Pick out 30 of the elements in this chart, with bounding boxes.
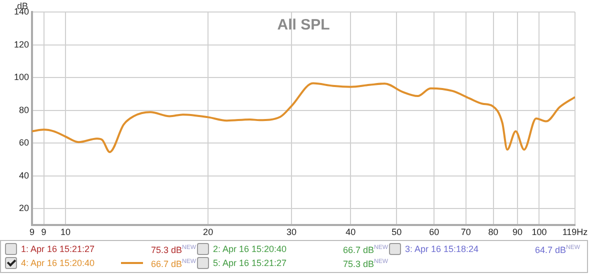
text: 75.3 dB$^{NEW}$ bbox=[343, 258, 388, 271]
text: 66.7 dB$^{NEW}$ bbox=[151, 258, 196, 271]
x-tick-label: 20 bbox=[203, 226, 214, 237]
x-tick-label: 70 bbox=[460, 226, 471, 237]
y-tick-label: 60 bbox=[18, 138, 29, 148]
text: 4: Apr 16 15:20:40 bbox=[21, 257, 96, 270]
text: 64.7 dB$^{NEW}$ bbox=[535, 244, 580, 257]
x-tick-label: 10 bbox=[60, 226, 70, 237]
text: 75.3 dB$^{NEW}$ bbox=[151, 244, 196, 257]
text: 5: Apr 16 15:21:27 bbox=[213, 257, 288, 270]
y-tick-label: 40 bbox=[18, 170, 29, 180]
y-tick-label: 120 bbox=[14, 39, 29, 50]
x-tick-label: 30 bbox=[286, 226, 296, 237]
y-tick-label: 20 bbox=[18, 203, 29, 214]
text: 66.7 dB$^{NEW}$ bbox=[343, 244, 388, 257]
x-tick-label: 9 bbox=[29, 226, 35, 237]
y-tick-label: 80 bbox=[18, 104, 29, 115]
x-tick-label: 119Hz bbox=[562, 226, 588, 237]
x-tick-label: 40 bbox=[346, 226, 356, 237]
x-tick-label: 50 bbox=[392, 226, 402, 237]
x-tick-label: 90 bbox=[512, 226, 523, 237]
y-tick-label: 100 bbox=[14, 72, 29, 82]
x-tick-label: 100 bbox=[532, 226, 547, 237]
x-tick-label: 80 bbox=[488, 226, 498, 237]
text: 2: Apr 16 15:20:40 bbox=[213, 243, 288, 256]
text: 1: Apr 16 15:21:27 bbox=[21, 243, 96, 256]
x-tick-label: 60 bbox=[429, 226, 440, 237]
chart-title: All SPL bbox=[277, 16, 330, 34]
text: 3: Apr 16 15:18:24 bbox=[405, 243, 480, 256]
x-tick-label: 9 bbox=[41, 226, 46, 237]
